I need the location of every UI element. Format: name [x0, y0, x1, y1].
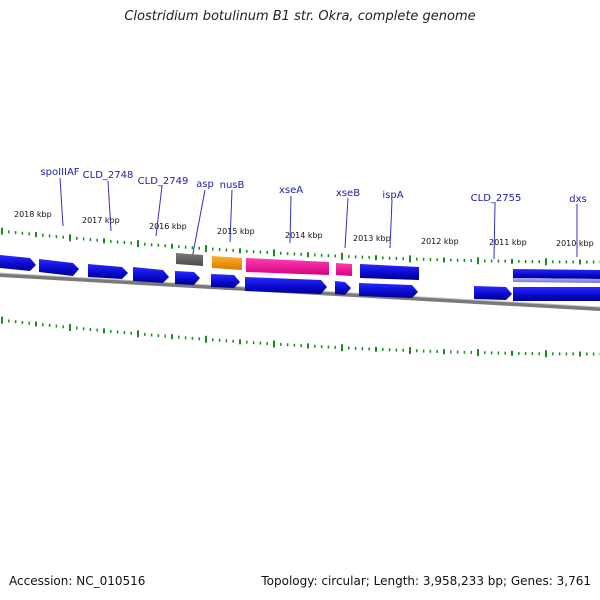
outer-tick-row [1, 227, 600, 266]
cds-feature-light [513, 278, 600, 283]
trna-feature [212, 256, 242, 270]
xseB-feature [336, 263, 352, 276]
map-title: Clostridium botulinum B1 str. Okra, comp… [124, 9, 476, 24]
cds-feature [88, 264, 128, 279]
cds-feature [245, 277, 327, 294]
cds-feature [474, 286, 512, 300]
gene-label-nusB: nusB [220, 180, 245, 191]
gene-label-CLD_2748: CLD_2748 [83, 170, 134, 181]
kbp-label-2013: 2013 kbp [353, 234, 391, 243]
cds-feature [211, 274, 240, 288]
upper-feature-track [0, 253, 600, 283]
cds-feature [359, 283, 418, 298]
gene-label-CLD_2749: CLD_2749 [138, 176, 189, 187]
gene-label-spoIIIAF: spoIIIAF [40, 167, 79, 178]
leader-line-CLD_2748 [107, 180, 112, 232]
leader-line-spoIIIAF [59, 177, 64, 227]
cds-feature [175, 271, 200, 285]
leader-line-ispA [389, 199, 393, 249]
kbp-label-2010: 2010 kbp [556, 239, 594, 248]
cds-feature [0, 255, 36, 271]
cds-feature [39, 259, 79, 276]
leader-line-nusB [229, 189, 233, 243]
gene-label-CLD_2755: CLD_2755 [471, 193, 522, 204]
gene-label-asp: asp [196, 179, 214, 190]
cds-feature [133, 267, 169, 283]
leader-line-CLD_2755 [493, 202, 496, 260]
kbp-label-2018: 2018 kbp [14, 210, 52, 219]
kbp-label-2015: 2015 kbp [217, 227, 255, 236]
cds-feature [335, 281, 351, 295]
gene-labels: spoIIIAF CLD_2748 CLD_2749 asp nusB xseA… [40, 167, 586, 205]
cds-feature [513, 287, 600, 301]
kbp-labels: 2018 kbp 2017 kbp 2016 kbp 2015 kbp 2014… [14, 210, 594, 248]
kbp-label-2012: 2012 kbp [421, 237, 459, 246]
lower-feature-track [175, 271, 600, 301]
leader-line-xseB [344, 197, 349, 249]
leader-line-asp [190, 189, 206, 265]
kbp-label-2014: 2014 kbp [285, 231, 323, 240]
leader-line-CLD_2749 [155, 185, 163, 237]
gene-label-dxs: dxs [569, 194, 586, 205]
other-feature [176, 253, 203, 266]
gene-label-ispA: ispA [382, 190, 403, 201]
gene-label-xseA: xseA [279, 185, 303, 196]
kbp-label-2011: 2011 kbp [489, 238, 527, 247]
leader-line-xseA [289, 195, 292, 244]
cds-feature [360, 264, 419, 280]
cds-feature [513, 269, 600, 279]
accession-label: Accession: NC_010516 [9, 574, 146, 588]
kbp-label-2017: 2017 kbp [82, 216, 120, 225]
genome-summary: Topology: circular; Length: 3,958,233 bp… [261, 574, 591, 588]
gene-label-lines [59, 177, 578, 265]
inner-tick-row [1, 316, 600, 358]
xseA-feature [246, 258, 329, 275]
kbp-label-2016: 2016 kbp [149, 222, 187, 231]
gene-label-xseB: xseB [336, 188, 360, 199]
